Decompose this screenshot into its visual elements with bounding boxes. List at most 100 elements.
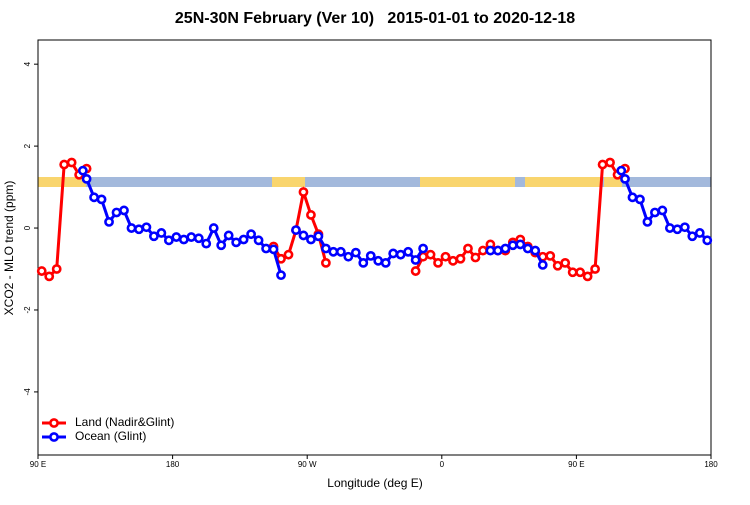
data-point <box>350 247 361 258</box>
data-point <box>500 243 511 254</box>
data-point <box>313 231 324 242</box>
data-point <box>463 243 473 254</box>
data-point <box>672 224 683 235</box>
data-point <box>507 240 518 251</box>
data-point <box>395 249 406 260</box>
plot-frame <box>37 39 712 456</box>
data-point <box>298 230 309 241</box>
data-point <box>320 257 331 268</box>
data-point <box>380 257 391 268</box>
data-point <box>81 173 92 184</box>
x-tick-label: 180 <box>704 460 718 469</box>
data-point <box>283 249 294 260</box>
legend-marker <box>49 418 59 428</box>
data-point <box>567 267 578 278</box>
data-point <box>223 230 234 241</box>
data-point <box>605 157 615 168</box>
data-point <box>627 192 638 203</box>
data-point <box>253 235 264 246</box>
data-point <box>134 224 144 235</box>
data-point <box>418 243 429 254</box>
x-tick-label: 90 E <box>568 460 584 469</box>
data-point <box>306 210 316 220</box>
data-point <box>403 246 414 257</box>
legend-label: Ocean (Glint) <box>75 429 146 443</box>
data-point <box>440 251 451 262</box>
data-point <box>433 257 443 268</box>
data-point <box>149 231 159 242</box>
data-point <box>96 194 107 205</box>
data-point <box>201 238 212 249</box>
data-point <box>306 234 316 245</box>
data-point <box>425 249 436 260</box>
data-point <box>186 232 197 242</box>
data-point <box>448 255 458 266</box>
x-axis-title: Longitude (deg E) <box>327 476 422 490</box>
data-point <box>492 245 503 256</box>
data-point <box>470 252 481 263</box>
y-tick-label: -2 <box>23 306 32 314</box>
data-point <box>616 165 627 176</box>
data-point <box>231 237 242 248</box>
data-point <box>320 243 331 254</box>
data-point <box>335 246 346 257</box>
data-point <box>635 194 645 205</box>
data-point <box>291 225 301 235</box>
data-point <box>373 255 384 266</box>
data-point <box>119 205 129 216</box>
data-point <box>171 232 182 242</box>
y-tick-label: 2 <box>23 143 32 148</box>
data-point <box>238 234 249 245</box>
data-point <box>545 250 556 261</box>
legend-label: Land (Nadir&Glint) <box>75 415 174 429</box>
data-point <box>77 165 88 176</box>
data-point <box>343 251 354 262</box>
y-tick-label: -4 <box>23 388 32 396</box>
data-point <box>104 216 114 227</box>
data-point <box>694 228 705 238</box>
data-point <box>208 223 219 233</box>
data-point <box>642 216 653 227</box>
data-point <box>276 270 286 281</box>
x-tick-label: 90 W <box>298 460 317 469</box>
data-point <box>575 267 586 278</box>
data-point <box>365 250 376 261</box>
data-point <box>530 245 541 256</box>
data-point <box>537 260 548 270</box>
data-point <box>126 223 137 233</box>
data-point <box>268 244 279 255</box>
data-point <box>178 234 189 245</box>
data-point <box>522 243 533 254</box>
data-point <box>163 235 174 246</box>
data-point <box>478 245 488 256</box>
data-point <box>410 266 421 276</box>
legend: Land (Nadir&Glint)Ocean (Glint) <box>42 415 174 443</box>
data-point <box>111 207 122 218</box>
x-tick-label: 180 <box>166 460 180 469</box>
data-point <box>388 248 399 259</box>
data-point <box>657 205 668 216</box>
y-axis-title: XCO2 - MLO trend (ppm) <box>2 181 16 316</box>
data-point <box>66 157 77 168</box>
data-point <box>216 240 227 251</box>
data-point <box>664 223 675 233</box>
data-point <box>552 260 563 271</box>
data-point <box>455 253 466 264</box>
data-point <box>261 243 271 254</box>
x-tick-label: 90 E <box>30 460 46 469</box>
data-point <box>51 264 62 274</box>
land-ocean-strip <box>38 177 711 187</box>
data-point <box>298 187 309 197</box>
data-point <box>679 222 690 233</box>
y-tick-label: 4 <box>23 61 32 66</box>
data-point <box>59 159 70 170</box>
data-point <box>36 266 47 276</box>
data-point <box>687 231 698 242</box>
chart-title: 25N-30N February (Ver 10) 2015-01-01 to … <box>175 10 575 27</box>
data-point <box>141 222 152 233</box>
data-point <box>620 173 630 184</box>
data-point <box>89 192 99 203</box>
x-tick-label: 0 <box>440 460 445 469</box>
data-point <box>410 255 421 265</box>
